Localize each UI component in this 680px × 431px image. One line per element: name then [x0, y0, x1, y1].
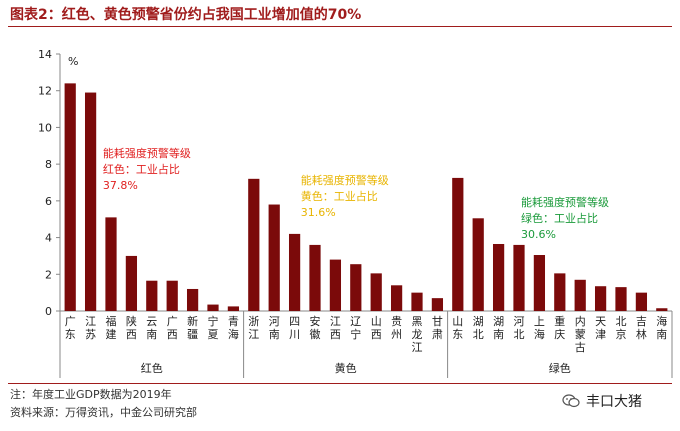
x-category-label: 重庆	[554, 314, 565, 341]
group-annotation: 能耗强度预警等级	[103, 146, 191, 160]
bar	[533, 255, 546, 311]
x-category-label: 湖南	[493, 315, 504, 341]
x-category-label: 海南	[656, 314, 667, 341]
bar	[288, 233, 301, 311]
group-annotation: 37.8%	[103, 179, 138, 192]
x-category-label: 内蒙古	[575, 314, 586, 354]
footnote: 注：年度工业GDP数据为2019年	[10, 388, 172, 401]
y-unit-label: %	[68, 55, 78, 68]
x-category-label: 广东	[65, 315, 76, 341]
title-divider	[8, 26, 672, 27]
bar	[350, 264, 362, 311]
x-category-label: 浙江	[248, 315, 259, 341]
group-annotation: 绿色：工业占比	[521, 211, 598, 225]
group-label: 黄色	[335, 361, 357, 375]
x-category-label: 陕西	[126, 314, 137, 341]
bar	[554, 273, 566, 311]
x-category-label: 辽宁	[350, 315, 361, 341]
bar	[656, 308, 668, 311]
y-tick-label: 2	[45, 268, 52, 281]
x-category-label: 天津	[595, 315, 606, 341]
wechat-icon	[562, 394, 580, 408]
bar	[492, 243, 505, 311]
x-category-label: 上海	[534, 315, 545, 341]
source-note: 资料来源：万得资讯，中金公司研究部	[10, 406, 197, 419]
x-category-label: 新疆	[187, 314, 198, 341]
x-category-label: 甘肃	[432, 315, 443, 341]
group-label: 红色	[141, 361, 163, 375]
bar	[125, 255, 138, 311]
group-annotation: 30.6%	[521, 228, 556, 241]
chart-title: 图表2：红色、黄色预警省份约占我国工业增加值的70%	[10, 7, 362, 23]
bar	[513, 244, 525, 311]
bar	[227, 306, 240, 311]
y-tick-label: 12	[38, 85, 52, 98]
bar	[615, 287, 627, 311]
x-category-label: 广西	[167, 315, 178, 341]
x-category-label: 云南	[146, 315, 157, 341]
bar	[472, 218, 484, 311]
bar	[594, 286, 607, 311]
bar	[390, 285, 403, 311]
bar	[166, 280, 178, 311]
x-category-label: 山西	[371, 315, 382, 341]
x-category-label: 安徽	[310, 314, 321, 341]
bar	[268, 204, 280, 311]
x-category-label: 湖北	[473, 315, 484, 341]
x-category-label: 贵州	[391, 315, 402, 341]
bar-chart: 0 2 4 6 8 10 12 14% 广东江苏福建陕西云南广西新疆宁夏青海浙江河南四川安徽江西…	[38, 48, 673, 378]
group-annotation: 红色：工业占比	[103, 162, 180, 176]
y-tick-label: 4	[45, 232, 52, 245]
bar	[431, 298, 444, 311]
x-category-label: 福建	[106, 314, 117, 341]
footer-divider	[8, 383, 672, 384]
x-category-label: 青海	[228, 315, 239, 341]
bar	[84, 92, 97, 311]
bar	[574, 279, 586, 311]
x-category-label: 北京	[616, 315, 627, 341]
bar	[207, 304, 219, 311]
x-category-label: 宁夏	[208, 314, 219, 341]
x-category-label: 吉林	[636, 315, 647, 341]
x-category-label: 黑龙江	[412, 315, 423, 354]
group-annotation: 能耗强度预警等级	[301, 173, 389, 187]
bar	[329, 259, 342, 311]
x-category-label: 山东	[452, 315, 463, 341]
brand-watermark: 丰口大猪	[562, 391, 642, 411]
bar	[635, 292, 648, 311]
bar	[146, 280, 158, 311]
bar	[64, 83, 76, 311]
y-tick-label: 0	[45, 305, 52, 318]
bar	[309, 244, 321, 311]
y-tick-label: 6	[45, 195, 52, 208]
x-category-label: 四川	[289, 315, 300, 341]
x-category-label: 河南	[269, 315, 280, 341]
group-annotation: 31.6%	[301, 206, 336, 219]
bar	[105, 217, 117, 311]
x-category-label: 河北	[514, 315, 525, 341]
group-annotation: 能耗强度预警等级	[521, 195, 609, 209]
group-annotation: 黄色：工业占比	[301, 189, 378, 203]
brand-label: 丰口大猪	[586, 394, 642, 410]
bar	[248, 178, 260, 311]
y-tick-label: 10	[38, 121, 52, 134]
bar	[370, 273, 382, 311]
bar	[411, 292, 423, 311]
bar	[186, 288, 199, 311]
x-category-label: 江西	[330, 315, 341, 341]
y-tick-label: 14	[38, 48, 52, 61]
x-category-label: 江苏	[85, 315, 96, 341]
bar	[452, 177, 464, 311]
group-label: 绿色	[549, 361, 571, 375]
y-tick-label: 8	[45, 158, 52, 171]
